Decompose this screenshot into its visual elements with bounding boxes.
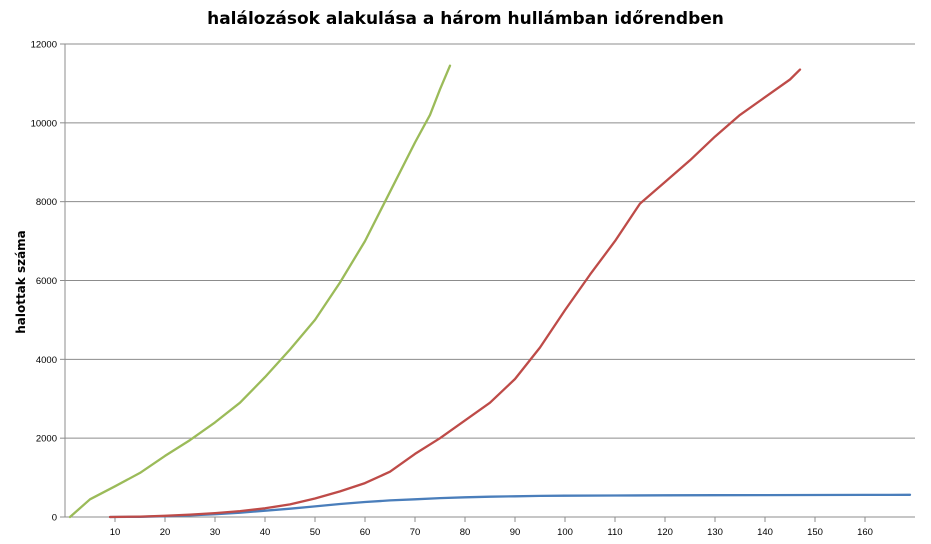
axes: [64, 44, 915, 518]
x-tick-label: 120: [657, 527, 673, 538]
x-tick-labels: 10 20 30 40 50 60 70 80 90 100 110 120 130 140 150 160: [110, 517, 873, 538]
x-tick-label: 150: [807, 527, 823, 538]
series-line-1: [108, 493, 912, 519]
chart-title: halálozások alakulása a három hullámban …: [207, 9, 724, 29]
x-tick-label: 30: [210, 527, 221, 538]
y-tick-label: 10000: [31, 118, 57, 129]
series-lines: [68, 64, 912, 519]
y-tick-label: 4000: [36, 355, 57, 366]
x-tick-label: 60: [360, 527, 371, 538]
y-tick-labels: 0 2000 4000 6000 8000 10000 12000: [31, 40, 57, 524]
series-line-3: [68, 64, 452, 519]
x-tick-label: 70: [410, 527, 421, 538]
y-tick-label: 0: [52, 513, 57, 524]
gridlines: [60, 43, 915, 518]
x-tick-label: 110: [607, 527, 622, 538]
y-tick-label: 8000: [36, 197, 57, 208]
y-tick-label: 12000: [31, 40, 57, 51]
x-tick-label: 140: [757, 527, 773, 538]
y-tick-label: 6000: [36, 276, 57, 287]
x-tick-label: 130: [707, 527, 723, 538]
x-tick-label: 90: [510, 527, 521, 538]
y-tick-label: 2000: [36, 434, 57, 445]
x-tick-label: 40: [260, 527, 271, 538]
x-tick-label: 160: [857, 527, 873, 538]
x-tick-label: 50: [310, 527, 321, 538]
x-tick-label: 10: [110, 527, 121, 538]
x-tick-label: 20: [160, 527, 171, 538]
x-tick-label: 100: [557, 527, 573, 538]
x-tick-label: 80: [460, 527, 471, 538]
series-line-2: [108, 68, 802, 519]
